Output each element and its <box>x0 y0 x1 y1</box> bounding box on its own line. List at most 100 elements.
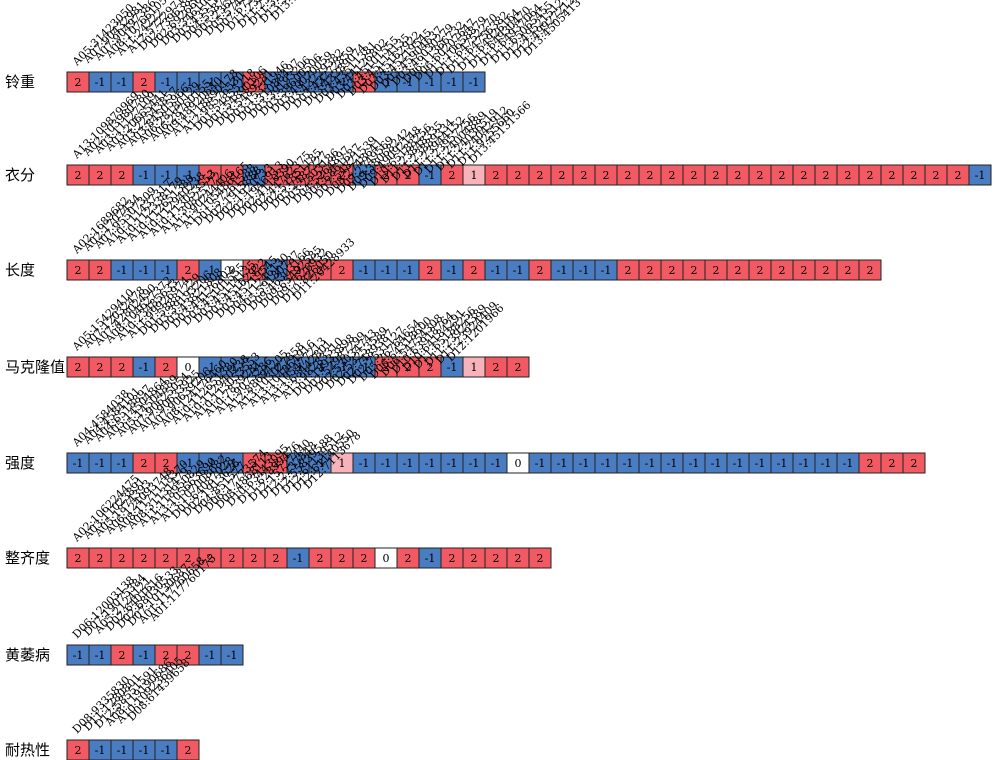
cell-value: 2 <box>867 457 874 470</box>
cell-value: 2 <box>801 169 808 182</box>
cell-value: -1 <box>447 76 458 89</box>
cell-value: 2 <box>493 552 500 565</box>
trait-label: 耐热性 <box>5 741 50 759</box>
cell-value: -1 <box>381 264 392 277</box>
cell-value: 2 <box>207 169 214 182</box>
trait-label: 马克隆值 <box>5 358 65 376</box>
cell-value: -1 <box>161 169 172 182</box>
cell-value: 2 <box>427 264 434 277</box>
cell-value: -1 <box>183 76 194 89</box>
cell-value: 2 <box>889 169 896 182</box>
cell-value: -1 <box>469 76 480 89</box>
cell-value: -1 <box>139 744 150 757</box>
cell-value: 2 <box>97 264 104 277</box>
cell-value: 2 <box>273 457 280 470</box>
cell-value: 2 <box>185 264 192 277</box>
cell-value: -1 <box>117 744 128 757</box>
cell-value: 2 <box>449 552 456 565</box>
cell-value: -1 <box>425 457 436 470</box>
cell-value: -1 <box>447 361 458 374</box>
cell-value: 2 <box>207 552 214 565</box>
cell-value: -1 <box>95 76 106 89</box>
cell-value: -1 <box>183 457 194 470</box>
cell-value: 2 <box>779 169 786 182</box>
cell-value: 2 <box>163 361 170 374</box>
cell-value: 2 <box>119 169 126 182</box>
cell-value: -1 <box>579 264 590 277</box>
cell-value: -1 <box>271 76 282 89</box>
trait-label: 衣分 <box>5 166 35 184</box>
trait-row: 整齐度A02:106224475A03:11023891A05:1874393A… <box>5 427 552 569</box>
heatmap-cell <box>968 164 992 186</box>
cell-value: -1 <box>117 264 128 277</box>
heatmap-cell <box>528 547 552 569</box>
trait-row: 耐热性D08:9335830D11:1280801D12:58551591A08… <box>5 654 200 760</box>
cell-value: 2 <box>185 552 192 565</box>
cell-value: 2 <box>405 361 412 374</box>
cell-value: 2 <box>515 361 522 374</box>
cell-value: 2 <box>537 169 544 182</box>
cell-value: -1 <box>139 264 150 277</box>
cell-value: 2 <box>317 552 324 565</box>
cell-value: -1 <box>315 457 326 470</box>
cell-value: 2 <box>251 457 258 470</box>
cell-value: 2 <box>933 169 940 182</box>
cell-value: -1 <box>73 649 84 662</box>
cell-value: -1 <box>227 76 238 89</box>
trait-label: 长度 <box>5 261 35 279</box>
cell-value: -1 <box>601 457 612 470</box>
cell-value: -1 <box>403 76 414 89</box>
cell-value: -1 <box>95 744 106 757</box>
trait-label: 整齐度 <box>5 549 50 567</box>
cell-value: 2 <box>405 169 412 182</box>
cell-value: 2 <box>603 169 610 182</box>
marker-label: D13:1774748 <box>268 0 331 23</box>
heatmap-cell <box>462 71 486 93</box>
cell-value: 2 <box>515 552 522 565</box>
cell-value: 2 <box>339 552 346 565</box>
cell-value: 2 <box>295 169 302 182</box>
cell-value: -1 <box>359 264 370 277</box>
cell-value: 2 <box>559 169 566 182</box>
cell-value: -1 <box>161 76 172 89</box>
cell-value: 2 <box>141 552 148 565</box>
cell-value: 2 <box>427 361 434 374</box>
cell-value: -1 <box>403 264 414 277</box>
cell-value: 2 <box>867 264 874 277</box>
heatmap-cell <box>858 259 882 281</box>
cell-value: 1 <box>339 457 346 470</box>
cell-value: 2 <box>713 264 720 277</box>
cell-value: 2 <box>823 169 830 182</box>
cell-value: 2 <box>163 649 170 662</box>
cell-value: 2 <box>845 264 852 277</box>
cell-value: 2 <box>119 552 126 565</box>
cell-value: -1 <box>425 76 436 89</box>
cell-value: -1 <box>821 457 832 470</box>
cell-value: -1 <box>315 361 326 374</box>
cell-value: -1 <box>799 457 810 470</box>
cell-value: -1 <box>425 552 436 565</box>
cell-value: -1 <box>447 264 458 277</box>
cell-value: 2 <box>75 552 82 565</box>
cell-value: 2 <box>845 169 852 182</box>
cell-value: -1 <box>271 264 282 277</box>
cell-value: 2 <box>251 264 258 277</box>
cell-value: -1 <box>469 457 480 470</box>
cell-value: 2 <box>97 361 104 374</box>
cell-value: -1 <box>601 264 612 277</box>
cell-value: 2 <box>383 361 390 374</box>
cell-value: -1 <box>491 457 502 470</box>
cell-value: 2 <box>97 169 104 182</box>
cell-value: 2 <box>141 457 148 470</box>
cell-value: 2 <box>669 264 676 277</box>
cell-value: -1 <box>557 457 568 470</box>
cell-value: 2 <box>911 457 918 470</box>
cell-value: 1 <box>471 361 478 374</box>
cell-value: -1 <box>711 457 722 470</box>
cell-value: 2 <box>251 76 258 89</box>
cell-value: -1 <box>645 457 656 470</box>
cell-value: 2 <box>339 264 346 277</box>
cell-value: 2 <box>801 264 808 277</box>
cell-value: 2 <box>273 552 280 565</box>
